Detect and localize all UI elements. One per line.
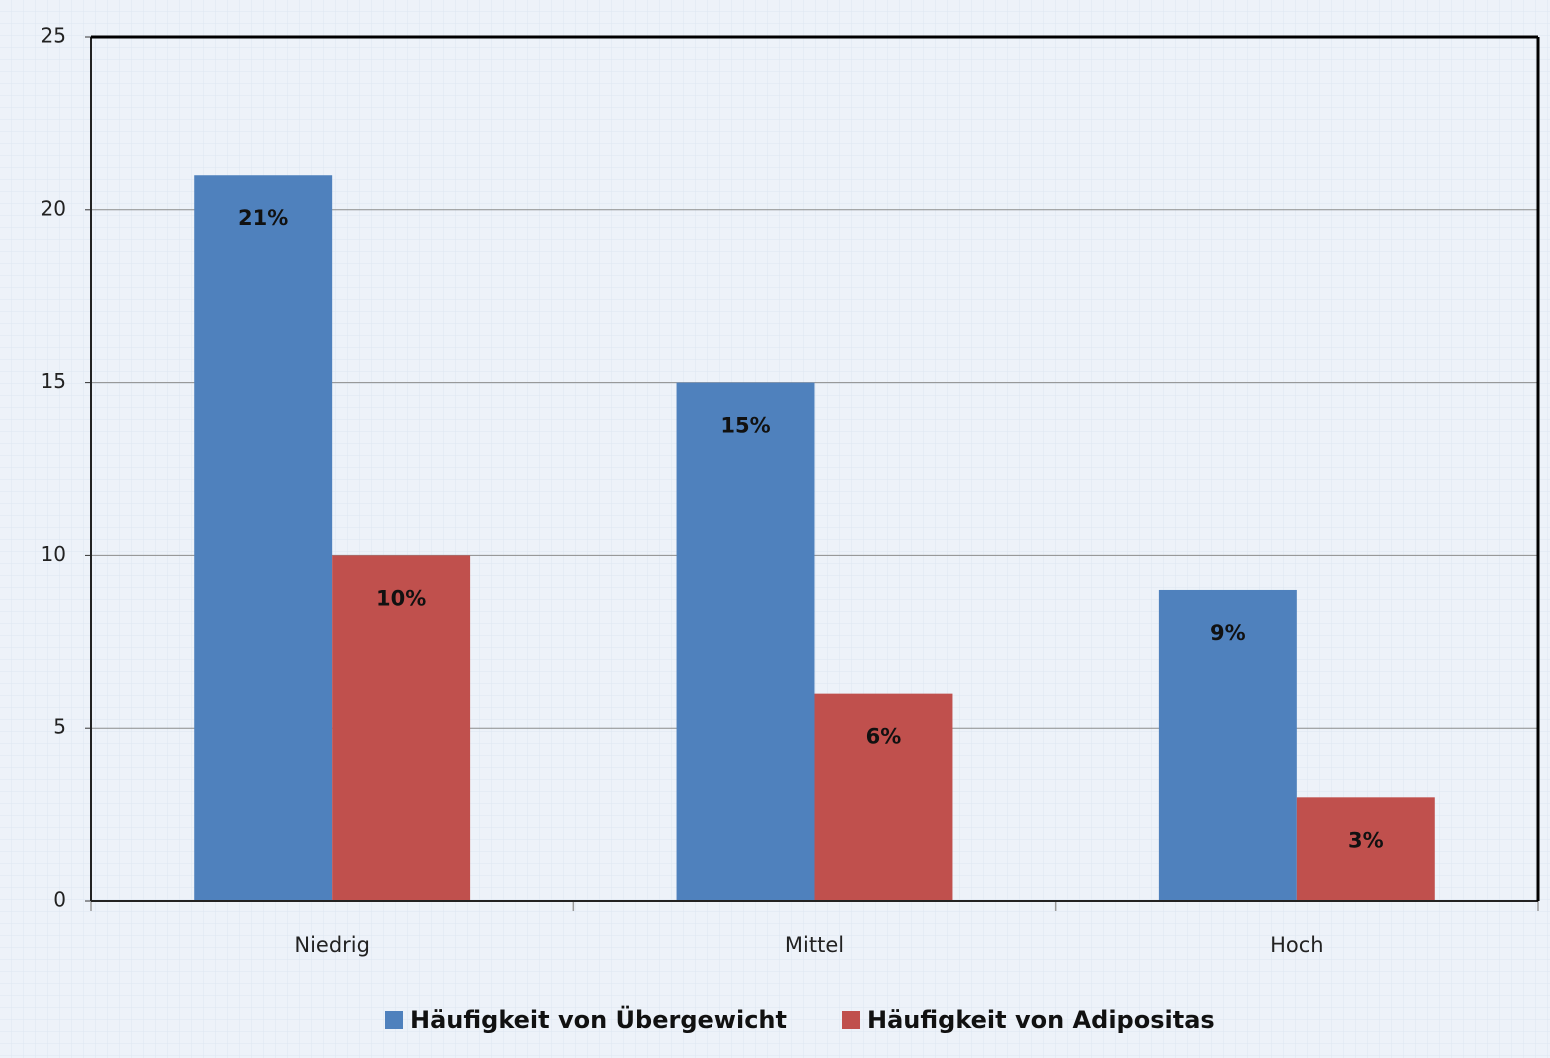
x-tick-label: Niedrig (294, 933, 370, 957)
legend-label: Häufigkeit von Adipositas (867, 1006, 1215, 1034)
y-tick-label: 15 (41, 369, 66, 393)
legend-swatch (842, 1011, 860, 1029)
bar (676, 382, 815, 902)
y-tick-label: 25 (41, 24, 66, 48)
bar (1158, 589, 1297, 901)
x-tick-label: Mittel (785, 933, 844, 957)
bar (1296, 797, 1435, 901)
data-label: 10% (376, 586, 426, 610)
data-label: 9% (1210, 621, 1246, 645)
x-tick-label: Hoch (1270, 933, 1324, 957)
y-tick-label: 20 (41, 196, 66, 220)
data-label: 15% (720, 414, 770, 438)
y-tick-label: 10 (41, 542, 66, 566)
legend-swatch (385, 1011, 403, 1029)
data-label: 21% (238, 206, 288, 230)
legend-label: Häufigkeit von Übergewicht (410, 1004, 787, 1034)
data-label: 6% (866, 725, 902, 749)
data-label: 3% (1348, 828, 1384, 852)
bar (194, 175, 333, 902)
bar (332, 555, 471, 901)
bar (814, 693, 953, 901)
y-tick-label: 5 (53, 715, 66, 739)
y-tick-label: 0 (53, 888, 66, 912)
